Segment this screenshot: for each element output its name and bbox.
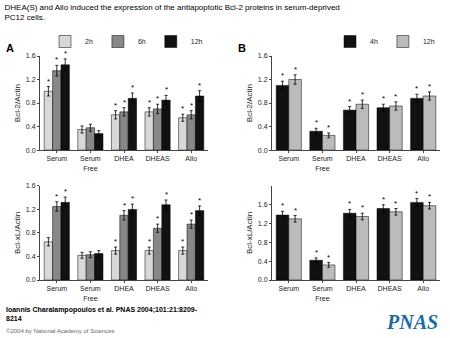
svg-text:*: * — [55, 55, 58, 64]
svg-text:0.0: 0.0 — [258, 147, 268, 154]
svg-text:*: * — [415, 189, 418, 198]
svg-text:DHEAS: DHEAS — [378, 285, 402, 292]
svg-text:*: * — [190, 101, 193, 110]
svg-text:*: * — [281, 201, 284, 210]
svg-text:B: B — [238, 42, 246, 54]
svg-text:0.4: 0.4 — [258, 123, 268, 130]
svg-text:*: * — [361, 90, 364, 99]
svg-text:Serum: Serum — [278, 155, 299, 162]
svg-text:SerumFree: SerumFree — [312, 285, 333, 301]
svg-text:1.6: 1.6 — [258, 52, 268, 59]
svg-text:*: * — [156, 94, 159, 103]
svg-text:1.2: 1.2 — [258, 76, 268, 83]
svg-text:0.8: 0.8 — [258, 99, 268, 106]
svg-text:*: * — [428, 192, 431, 201]
svg-text:*: * — [64, 49, 67, 58]
svg-text:*: * — [181, 237, 184, 246]
svg-text:6h: 6h — [138, 38, 146, 45]
svg-text:*: * — [47, 77, 50, 86]
svg-text:DHEA: DHEA — [346, 155, 366, 162]
svg-text:0.0: 0.0 — [26, 147, 36, 154]
svg-text:1.6: 1.6 — [26, 182, 36, 189]
svg-text:12h: 12h — [423, 38, 435, 45]
svg-text:*: * — [156, 214, 159, 223]
svg-text:*: * — [315, 118, 318, 127]
svg-text:*: * — [294, 65, 297, 74]
svg-text:*: * — [190, 210, 193, 219]
svg-text:DHEAS: DHEAS — [146, 285, 170, 292]
svg-text:DHEA: DHEA — [346, 285, 366, 292]
svg-text:1.2: 1.2 — [26, 76, 36, 83]
svg-text:0.8: 0.8 — [258, 239, 268, 246]
svg-text:Serum: Serum — [46, 285, 67, 292]
svg-text:*: * — [361, 203, 364, 212]
svg-text:*: * — [327, 123, 330, 132]
svg-text:Allo: Allo — [185, 285, 197, 292]
svg-text:0.0: 0.0 — [26, 276, 36, 283]
svg-text:SerumFree: SerumFree — [312, 155, 333, 171]
svg-text:2h: 2h — [85, 38, 93, 45]
svg-text:1.2: 1.2 — [26, 206, 36, 213]
svg-text:*: * — [294, 206, 297, 215]
svg-text:PNAS: PNAS — [386, 311, 438, 333]
svg-text:Serum: Serum — [46, 155, 67, 162]
svg-text:12h: 12h — [191, 38, 203, 45]
svg-text:*: * — [55, 192, 58, 201]
svg-text:0.8: 0.8 — [26, 99, 36, 106]
svg-text:*: * — [123, 201, 126, 210]
svg-text:*: * — [415, 84, 418, 93]
svg-text:*: * — [64, 187, 67, 196]
svg-text:*: * — [281, 71, 284, 80]
svg-text:*: * — [165, 85, 168, 94]
svg-text:*: * — [394, 92, 397, 101]
svg-text:*: * — [382, 195, 385, 204]
svg-text:*: * — [198, 81, 201, 90]
svg-text:©2004 by National Academy of S: ©2004 by National Academy of Sciences — [6, 328, 114, 334]
svg-text:*: * — [165, 190, 168, 199]
svg-text:*: * — [114, 237, 117, 246]
svg-text:1.6: 1.6 — [26, 52, 36, 59]
svg-text:Allo: Allo — [417, 155, 429, 162]
svg-text:*: * — [198, 196, 201, 205]
svg-text:*: * — [348, 97, 351, 106]
svg-text:*: * — [131, 83, 134, 92]
svg-text:Allo: Allo — [185, 155, 197, 162]
svg-text:*: * — [382, 94, 385, 103]
svg-text:DHEAS: DHEAS — [146, 155, 170, 162]
svg-text:Bcl-xL/Actin: Bcl-xL/Actin — [13, 212, 22, 254]
svg-text:Allo: Allo — [417, 285, 429, 292]
svg-text:SerumFree: SerumFree — [80, 155, 101, 171]
svg-text:0.0: 0.0 — [258, 276, 268, 283]
svg-text:*: * — [181, 104, 184, 113]
svg-text:0.4: 0.4 — [26, 253, 36, 260]
svg-text:Bcl-2/Actin: Bcl-2/Actin — [13, 84, 22, 122]
svg-text:1.2: 1.2 — [258, 220, 268, 227]
svg-text:1.6: 1.6 — [258, 201, 268, 208]
svg-text:*: * — [428, 82, 431, 91]
svg-text:Ioannis Charalampopoulos et al: Ioannis Charalampopoulos et al. PNAS 200… — [6, 306, 198, 322]
svg-text:DHEA(S) and Allo induced the e: DHEA(S) and Allo induced the expression … — [5, 3, 340, 22]
svg-text:*: * — [348, 199, 351, 208]
svg-text:Serum: Serum — [278, 285, 299, 292]
svg-text:*: * — [315, 248, 318, 257]
svg-text:*: * — [131, 194, 134, 203]
svg-text:DHEA: DHEA — [114, 155, 134, 162]
svg-text:DHEA: DHEA — [114, 285, 134, 292]
svg-text:Bcl-2/Actin: Bcl-2/Actin — [245, 84, 254, 122]
svg-text:A: A — [6, 42, 14, 54]
svg-text:4h: 4h — [370, 38, 378, 45]
svg-text:*: * — [114, 101, 117, 110]
svg-text:*: * — [148, 237, 151, 246]
svg-text:SerumFree: SerumFree — [80, 285, 101, 301]
svg-text:0.4: 0.4 — [258, 258, 268, 265]
svg-text:DHEAS: DHEAS — [378, 155, 402, 162]
svg-text:*: * — [123, 98, 126, 107]
svg-text:0.4: 0.4 — [26, 123, 36, 130]
svg-text:*: * — [327, 253, 330, 262]
svg-text:Bcl-xL/Actin: Bcl-xL/Actin — [245, 212, 254, 254]
svg-text:*: * — [148, 98, 151, 107]
svg-text:*: * — [394, 199, 397, 208]
svg-text:0.8: 0.8 — [26, 229, 36, 236]
